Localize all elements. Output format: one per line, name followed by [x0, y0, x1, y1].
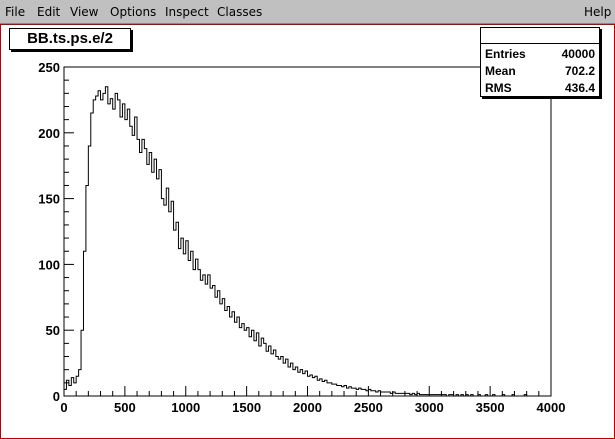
x-tick-label: 1500	[232, 400, 261, 415]
y-tick-label: 100	[38, 257, 60, 272]
histogram-line	[63, 86, 551, 397]
stat-rms-value: 436.4	[564, 81, 595, 95]
x-tick-label: 4000	[537, 400, 566, 415]
x-tick-label: 3000	[415, 400, 444, 415]
menu-file[interactable]: File	[5, 5, 26, 19]
x-tick-label: 2500	[354, 400, 383, 415]
x-tick-label: 500	[114, 400, 136, 415]
stat-mean-value: 702.2	[564, 64, 595, 78]
plot-frame	[63, 66, 552, 397]
menu-help[interactable]: Help	[584, 5, 612, 19]
y-tick-label: 250	[38, 60, 60, 75]
axis-tick-labels: 0 500 1000 1500 2000 2500 3000 3500 4000 0 50 100 15…	[38, 60, 565, 415]
axis-ticks	[63, 66, 552, 397]
stats-separator	[481, 43, 599, 44]
x-tick-label: 1000	[171, 400, 200, 415]
stat-mean: Mean 702.2	[485, 63, 595, 79]
y-tick-label: 150	[38, 192, 60, 207]
stat-entries-value: 40000	[561, 47, 595, 61]
menu-view[interactable]: View	[70, 5, 99, 19]
stat-entries: Entries 40000	[485, 46, 595, 62]
stat-rms: RMS 436.4	[485, 80, 595, 96]
histogram-title: BB.ts.ps.e/2	[9, 28, 131, 50]
stats-box[interactable]: Entries 40000 Mean 702.2 RMS 436.4	[480, 27, 600, 97]
stat-mean-label: Mean	[485, 64, 516, 78]
x-tick-label: 0	[60, 400, 67, 415]
menu-classes[interactable]: Classes	[217, 5, 263, 19]
menu-inspect[interactable]: Inspect	[165, 5, 209, 19]
x-tick-label: 3500	[476, 400, 505, 415]
menu-options[interactable]: Options	[110, 5, 157, 19]
menu-bar: File Edit View Options Inspect Classes H…	[0, 0, 615, 24]
x-tick-label: 2000	[293, 400, 322, 415]
histogram-plot: 0 500 1000 1500 2000 2500 3000 3500 4000 0 50 100 15…	[38, 60, 565, 415]
y-tick-label: 200	[38, 126, 60, 141]
menu-edit[interactable]: Edit	[37, 5, 61, 19]
y-tick-label: 0	[53, 389, 60, 404]
y-tick-label: 50	[46, 323, 60, 338]
stat-entries-label: Entries	[485, 47, 526, 61]
histogram-canvas[interactable]: 0 500 1000 1500 2000 2500 3000 3500 4000 0 50 100 15…	[0, 24, 615, 439]
stat-rms-label: RMS	[485, 81, 512, 95]
